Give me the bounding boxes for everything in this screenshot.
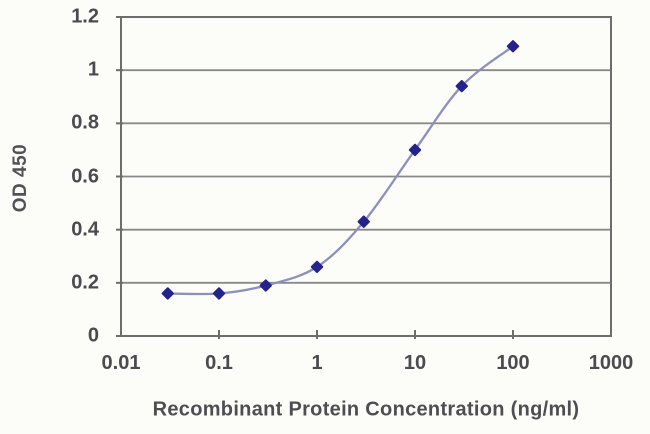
y-tick-label: 1.2 bbox=[71, 5, 99, 28]
x-tick-label: 10 bbox=[403, 352, 427, 374]
data-point-marker bbox=[408, 143, 422, 157]
y-tick-label: 0.2 bbox=[71, 271, 99, 294]
x-tick-label: 0.01 bbox=[101, 352, 141, 374]
y-tick-label: 0.6 bbox=[71, 165, 99, 187]
data-point-marker bbox=[310, 260, 324, 274]
y-tick-label: 0.4 bbox=[71, 218, 99, 241]
data-point-marker bbox=[357, 215, 370, 228]
data-point-marker bbox=[212, 287, 226, 300]
x-tick-label: 0.1 bbox=[205, 352, 233, 374]
y-tick-label: 0.8 bbox=[71, 111, 99, 134]
data-point-marker bbox=[455, 79, 468, 93]
x-axis-title: Recombinant Protein Concentration (ng/ml… bbox=[152, 398, 580, 421]
y-tick-label: 1 bbox=[87, 58, 99, 81]
data-point-marker bbox=[161, 287, 174, 300]
x-tick-label: 1000 bbox=[588, 352, 634, 374]
x-tick-label: 1 bbox=[311, 352, 323, 374]
data-point-marker bbox=[259, 279, 272, 292]
data-point-marker bbox=[506, 40, 520, 53]
x-tick-label: 100 bbox=[496, 352, 530, 374]
y-tick-label: 0 bbox=[87, 324, 99, 347]
